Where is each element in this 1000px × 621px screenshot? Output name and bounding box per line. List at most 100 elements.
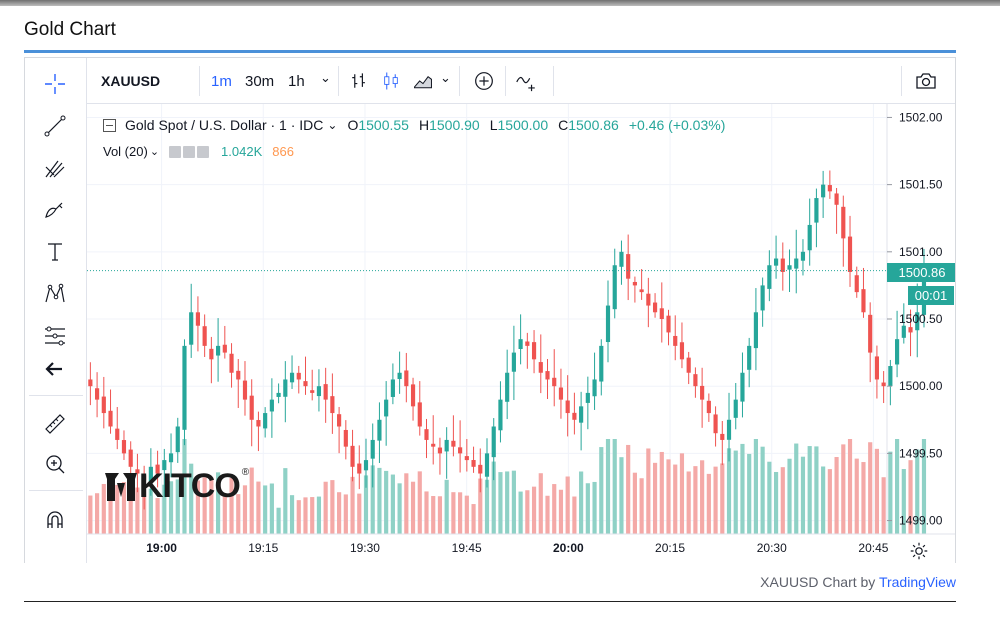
volume-bar	[350, 476, 355, 534]
candle-body	[726, 419, 732, 440]
interval-dropdown-chevron-down-icon[interactable]: ⌄	[320, 70, 331, 85]
volume-bar	[679, 453, 685, 534]
candle-body	[505, 372, 510, 402]
price-chart[interactable]: 1502.00 1501.50 1501.00 1500.50 1500.00 1499.…	[87, 104, 956, 563]
volume-bar	[841, 444, 846, 534]
candle-body	[854, 275, 859, 293]
ruler-tool[interactable]	[39, 410, 71, 438]
legend-chevron-down-icon[interactable]: ⌄	[327, 118, 338, 132]
style-dropdown-chevron-down-icon[interactable]: ⌄	[440, 70, 451, 85]
candle-body	[337, 414, 342, 427]
bottom-divider	[24, 601, 956, 602]
candle-body	[289, 372, 295, 383]
volume-bar	[525, 490, 530, 534]
legend-high-label: H	[418, 117, 430, 133]
volume-bar	[182, 439, 187, 534]
candle-body	[807, 224, 812, 251]
legend-low-label: L	[489, 117, 498, 133]
time-axis[interactable]: 19:00 19:15 19:30 19:45 20:00 20:15 20:30 20:45	[146, 541, 889, 555]
candle-body	[404, 370, 409, 387]
back-tool[interactable]	[39, 355, 71, 383]
interval-1h-button[interactable]: 1h	[288, 73, 305, 90]
snapshot-button[interactable]	[913, 68, 939, 94]
kitco-logo-text: KITCO	[139, 467, 241, 505]
indicators-button[interactable]	[513, 68, 539, 94]
interval-1m-button[interactable]: 1m	[211, 73, 232, 90]
candles-style-button[interactable]	[378, 68, 404, 94]
candle-body	[545, 371, 550, 380]
candle-body	[915, 312, 920, 331]
volume-indicator-name[interactable]: Vol (20)	[103, 144, 148, 159]
volume-bar	[552, 484, 557, 534]
bars-style-button[interactable]	[346, 68, 372, 94]
volume-chevron-down-icon[interactable]: ⌄	[149, 146, 160, 158]
price-axis[interactable]: 1502.00 1501.50 1501.00 1500.50 1500.00 1499.…	[887, 110, 943, 528]
brush-tool[interactable]	[39, 196, 71, 224]
legend-symbol-name[interactable]: Gold Spot / U.S. Dollar · 1 · IDC	[125, 117, 324, 133]
volume-bar	[310, 497, 315, 534]
zoom-tool[interactable]	[39, 450, 71, 478]
volume-bar	[316, 496, 322, 534]
volume-bar	[370, 465, 375, 534]
settings-gear-icon[interactable]	[183, 145, 196, 158]
time-tick-label: 20:00	[553, 541, 584, 555]
pattern-tool[interactable]	[39, 280, 71, 308]
candle-body	[236, 370, 241, 380]
time-tick-label: 19:45	[452, 541, 482, 555]
text-tool[interactable]	[39, 238, 71, 266]
candle-body	[471, 460, 476, 467]
candle-body	[908, 327, 913, 333]
fib-tool[interactable]	[39, 154, 71, 182]
volume-bar	[605, 439, 611, 534]
candle-body	[538, 362, 543, 373]
close-x-icon[interactable]	[197, 145, 210, 158]
candle-body	[626, 254, 631, 279]
volume-bar	[639, 478, 644, 534]
candle-body	[121, 440, 127, 454]
kitco-registered-mark: ®	[241, 467, 250, 478]
candle-body	[101, 396, 106, 414]
volume-bar	[747, 453, 752, 534]
candle-body	[888, 366, 893, 387]
candle-body	[397, 372, 402, 380]
volume-bar	[498, 472, 503, 534]
candle-body	[847, 236, 853, 272]
volume-bar	[202, 477, 207, 534]
candle-body	[767, 265, 772, 289]
volume-bar	[330, 480, 335, 534]
volume-bar	[363, 475, 369, 534]
volume-bar	[242, 485, 248, 534]
volume-bar	[720, 463, 725, 534]
volume-bar	[303, 497, 308, 534]
candle-body	[128, 449, 133, 467]
time-tick-label: 19:00	[146, 541, 177, 555]
candle-body	[834, 193, 839, 205]
volume-bar	[592, 481, 597, 534]
volume-bar	[377, 467, 382, 534]
magnet-tool[interactable]	[39, 506, 71, 534]
candle-body	[155, 464, 160, 474]
prediction-tool[interactable]	[39, 322, 71, 350]
toolbar-divider	[901, 66, 902, 96]
crosshair-tool[interactable]	[39, 70, 71, 98]
candle-body	[720, 433, 725, 440]
volume-bar	[491, 461, 496, 534]
volume-bar	[115, 484, 120, 534]
symbol-search-button[interactable]: XAUUSD	[101, 73, 161, 89]
candle-body	[901, 325, 906, 338]
interval-30m-button[interactable]: 30m	[245, 73, 275, 90]
candle-body	[296, 372, 301, 380]
trend-line-tool[interactable]	[39, 112, 71, 140]
volume-bar	[357, 493, 362, 534]
volume-bar	[921, 439, 927, 534]
candle-body	[451, 440, 456, 447]
collapse-legend-icon[interactable]	[103, 118, 116, 132]
compare-button[interactable]	[471, 68, 497, 94]
price-tick-label: 1499.00	[899, 514, 943, 528]
tradingview-link[interactable]: TradingView	[878, 574, 956, 590]
area-style-button[interactable]	[410, 68, 436, 94]
volume-bar	[800, 456, 806, 534]
visibility-eye-icon[interactable]	[169, 145, 182, 158]
chart-settings-button[interactable]	[908, 540, 930, 562]
volume-bar	[209, 477, 214, 534]
